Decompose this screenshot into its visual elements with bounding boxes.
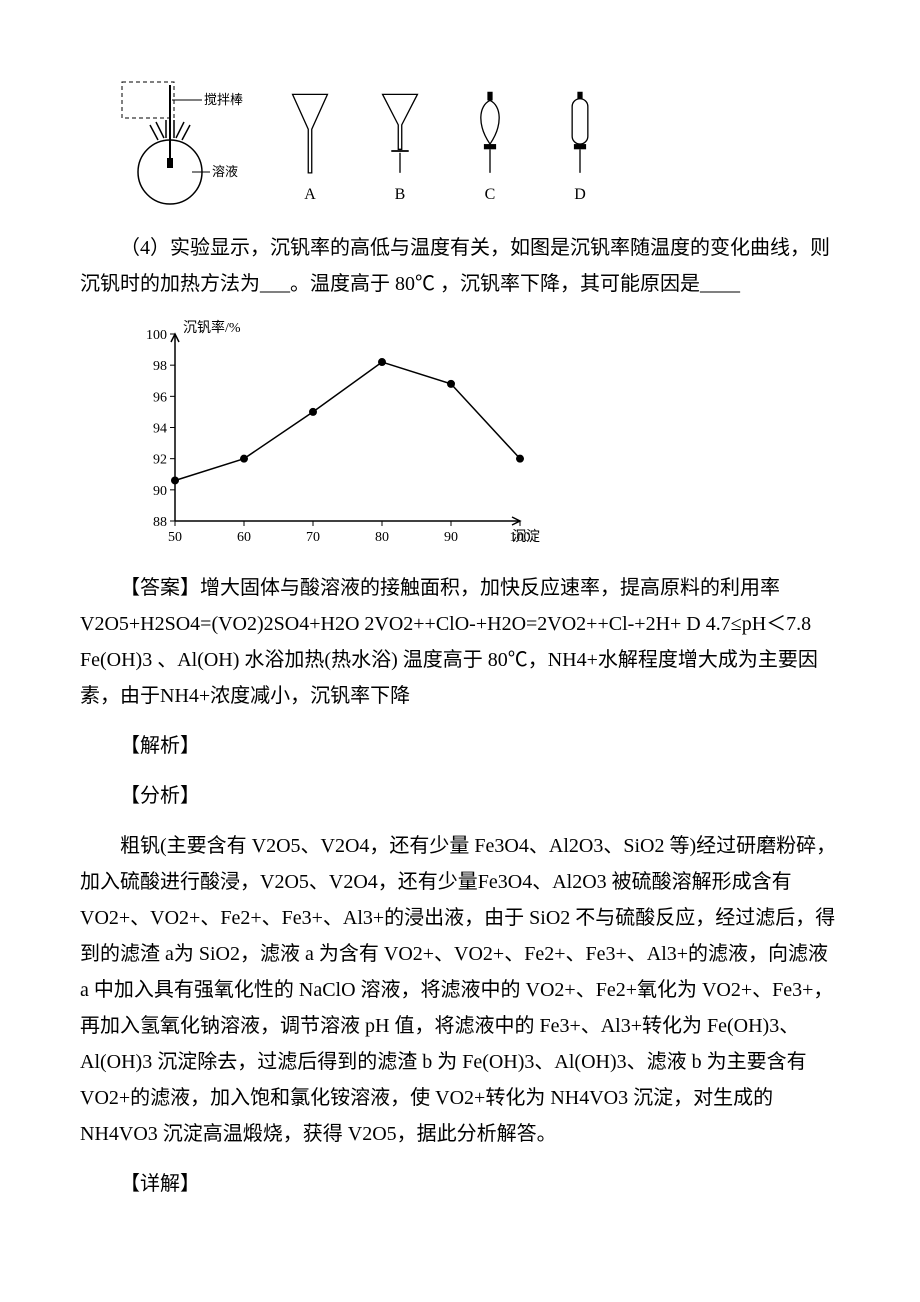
svg-text:94: 94 [153, 422, 167, 437]
funnel-b: B [370, 90, 430, 210]
funnel-d-icon [555, 90, 605, 177]
flask-apparatus-icon: 搅拌棒 溶液 [120, 80, 250, 210]
funnel-label-a: A [304, 181, 316, 210]
svg-text:96: 96 [153, 390, 167, 405]
funnel-a: A [280, 90, 340, 210]
svg-text:60: 60 [237, 530, 251, 545]
svg-text:88: 88 [153, 515, 167, 530]
svg-text:92: 92 [153, 453, 167, 468]
svg-text:沉钒率/%: 沉钒率/% [183, 319, 241, 336]
svg-text:90: 90 [153, 484, 167, 499]
funnel-c-icon [465, 90, 515, 177]
apparatus-figure-row: 搅拌棒 溶液 A B C [120, 80, 840, 210]
stir-rod-label: 搅拌棒 [204, 92, 243, 107]
answer-block: 【答案】增大固体与酸溶液的接触面积，加快反应速率，提高原料的利用率 V2O5+H… [80, 570, 840, 714]
funnel-a-icon [285, 90, 335, 177]
analysis-text: 粗钒(主要含有 V2O5、V2O4，还有少量 Fe3O4、Al2O3、SiO2 … [80, 828, 840, 1152]
svg-text:沉淀温度/℃: 沉淀温度/℃ [512, 529, 540, 545]
xiangjie-label: 【详解】 [80, 1166, 840, 1202]
svg-text:70: 70 [306, 530, 320, 545]
funnel-b-icon [375, 90, 425, 177]
svg-text:98: 98 [153, 359, 167, 374]
funnel-c: C [460, 90, 520, 210]
funnel-label-d: D [574, 181, 586, 210]
svg-text:50: 50 [168, 530, 182, 545]
funnel-d: D [550, 90, 610, 210]
svg-text:100: 100 [146, 328, 167, 343]
funnel-label-c: C [485, 181, 496, 210]
question-4-text: （4）实验显示，沉钒率的高低与温度有关，如图是沉钒率随温度的变化曲线，则沉钒时的… [80, 230, 840, 302]
jiexi-label: 【解析】 [80, 728, 840, 764]
solution-label: 溶液 [212, 164, 238, 179]
precipitation-rate-chart: 8890929496981005060708090100沉钒率/%沉淀温度/℃ [120, 316, 540, 556]
answer-label: 【答案】 [120, 577, 200, 599]
funnel-label-b: B [395, 181, 406, 210]
svg-text:80: 80 [375, 530, 389, 545]
fenxi-label: 【分析】 [80, 778, 840, 814]
q4-temp: 80℃ [395, 273, 435, 295]
svg-text:90: 90 [444, 530, 458, 545]
q4-suffix: ，沉钒率下降，其可能原因是____ [440, 273, 740, 295]
